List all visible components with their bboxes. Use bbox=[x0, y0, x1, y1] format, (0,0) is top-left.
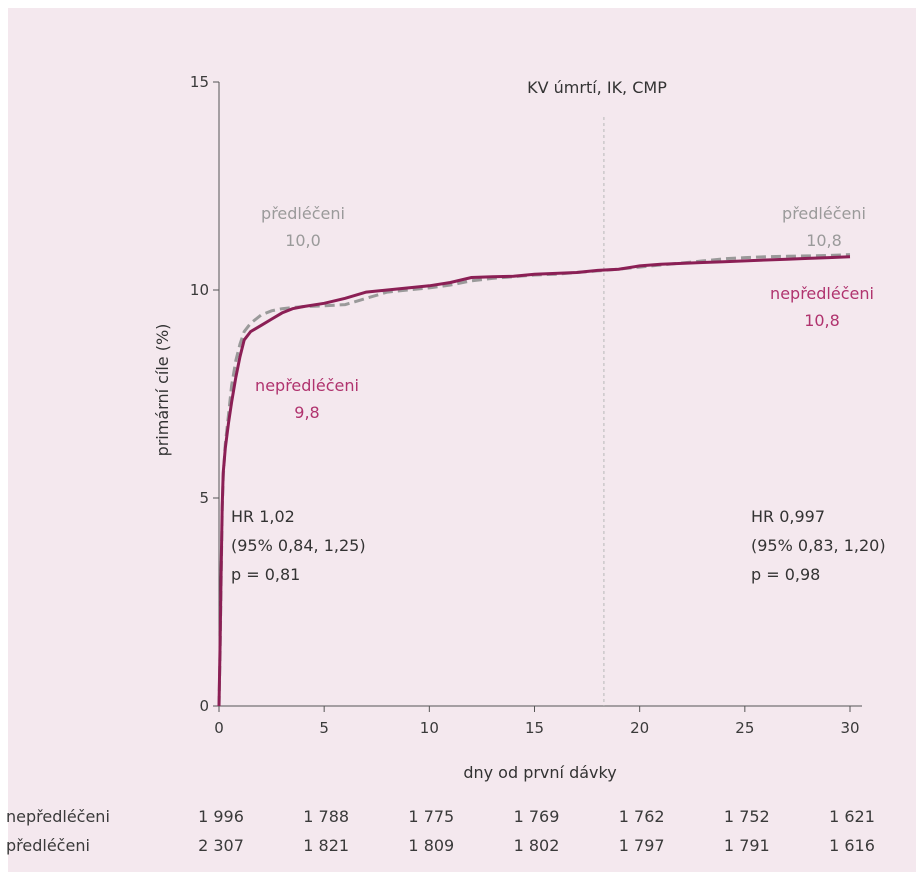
y-ticks: 0 5 10 15 bbox=[190, 73, 219, 715]
x-tick-label: 10 bbox=[420, 719, 439, 737]
label-untreated-left: nepředléčeni bbox=[255, 376, 359, 395]
value-untreated-left: 9,8 bbox=[294, 403, 319, 422]
risk-cell: 1 752 bbox=[724, 807, 770, 826]
label-pretreated-right: předléčeni bbox=[782, 204, 866, 223]
x-tick-label: 15 bbox=[525, 719, 544, 737]
hr-right-line-1: HR 0,997 bbox=[751, 507, 825, 526]
y-axis-label: primární cíle (%) bbox=[153, 324, 172, 457]
hr-right-line-3: p = 0,98 bbox=[751, 565, 820, 584]
risk-cell: 1 616 bbox=[829, 836, 875, 855]
x-tick-label: 20 bbox=[630, 719, 649, 737]
risk-cell: 1 797 bbox=[619, 836, 665, 855]
hr-right-line-2: (95% 0,83, 1,20) bbox=[751, 536, 886, 555]
risk-cell: 2 307 bbox=[198, 836, 244, 855]
x-tick-label: 5 bbox=[319, 719, 329, 737]
label-untreated-right: nepředléčeni bbox=[770, 284, 874, 303]
risk-cell: 1 996 bbox=[198, 807, 244, 826]
x-tick-label: 0 bbox=[214, 719, 224, 737]
risk-cell: 1 769 bbox=[514, 807, 560, 826]
hr-left-line-3: p = 0,81 bbox=[231, 565, 300, 584]
risk-cell: 1 791 bbox=[724, 836, 770, 855]
hr-left-line-2: (95% 0,84, 1,25) bbox=[231, 536, 366, 555]
risk-cell: 1 762 bbox=[619, 807, 665, 826]
hr-left-line-1: HR 1,02 bbox=[231, 507, 295, 526]
risk-row-label: nepředléčeni bbox=[6, 807, 110, 826]
risk-cell: 1 788 bbox=[303, 807, 349, 826]
series-line-untreated bbox=[217, 255, 851, 707]
x-tick-label: 30 bbox=[840, 719, 859, 737]
y-tick-label: 5 bbox=[199, 489, 209, 507]
label-pretreated-left: předléčeni bbox=[261, 204, 345, 223]
y-tick-label: 0 bbox=[199, 697, 209, 715]
risk-cell: 1 621 bbox=[829, 807, 875, 826]
series-line-pretreated bbox=[217, 253, 851, 707]
x-axis-label: dny od první dávky bbox=[463, 763, 616, 782]
value-untreated-right: 10,8 bbox=[804, 311, 840, 330]
risk-cell: 1 821 bbox=[303, 836, 349, 855]
x-ticks: 0 5 10 15 20 25 30 bbox=[214, 706, 860, 737]
y-tick-label: 15 bbox=[190, 73, 209, 91]
risk-cell: 1 809 bbox=[408, 836, 454, 855]
value-pretreated-left: 10,0 bbox=[285, 231, 321, 250]
x-tick-label: 25 bbox=[735, 719, 754, 737]
risk-cell: 1 775 bbox=[408, 807, 454, 826]
chart-panel bbox=[8, 8, 916, 872]
value-pretreated-right: 10,8 bbox=[806, 231, 842, 250]
risk-cell: 1 802 bbox=[514, 836, 560, 855]
chart-title: KV úmrtí, IK, CMP bbox=[527, 78, 667, 97]
risk-table: nepředléčeni předléčeni 1 996 1 788 1 775 1… bbox=[6, 807, 875, 855]
risk-row-label: předléčeni bbox=[6, 836, 90, 855]
y-tick-label: 10 bbox=[190, 281, 209, 299]
